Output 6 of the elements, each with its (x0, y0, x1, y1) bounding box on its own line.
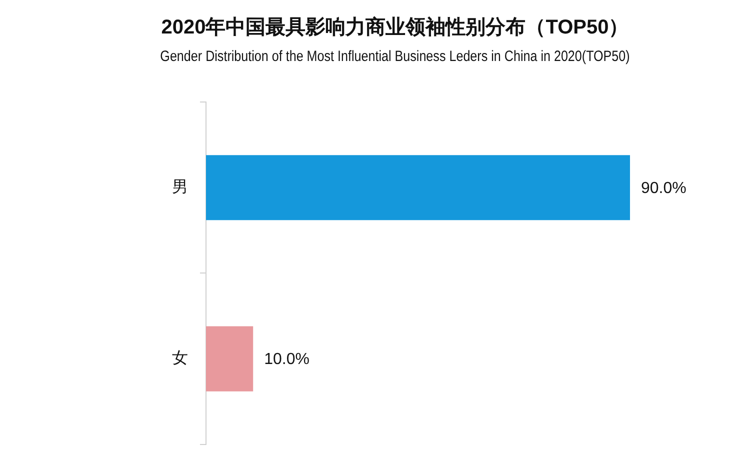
data-label: 90.0% (641, 180, 686, 198)
data-label: 10.0% (264, 351, 310, 368)
y-tick-label: 男 (172, 179, 188, 196)
chart-title: 2020年中国最具影响力商业领袖性别分布（TOP50） (161, 16, 629, 39)
chart-subtitle: Gender Distribution of the Most Influential Business Leders in China in 2020(TOP50) (160, 47, 630, 64)
y-tick-label: 女 (172, 350, 188, 368)
